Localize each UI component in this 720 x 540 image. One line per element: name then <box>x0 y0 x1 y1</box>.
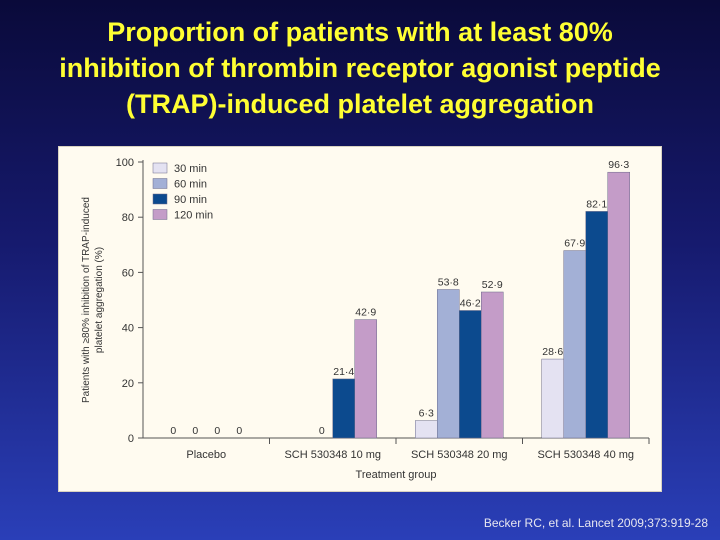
y-axis-label-line: platelet aggregation (%) <box>94 247 105 353</box>
chart-axes: 0 20 40 60 80 100 Patients with ≥80% inhibitio… <box>81 157 650 481</box>
bar <box>437 289 460 439</box>
citation: Becker RC, et al. Lancet 2009;373:919-28 <box>483 516 708 530</box>
bar <box>481 291 504 439</box>
x-tick-label: SCH 530348 20 mg <box>411 449 508 461</box>
x-axis-label: Treatment group <box>356 469 437 481</box>
data-label: 96·3 <box>608 159 629 171</box>
y-tick-label: 60 <box>122 267 134 279</box>
data-label: 6·3 <box>419 408 434 420</box>
legend-swatch <box>152 162 168 174</box>
bar <box>459 310 482 439</box>
title-line-1: Proportion of patients with at least 80% <box>107 17 613 47</box>
chart-bars: 0 0 0 0 0 21·4 42·9 6·3 53·846·252·9 28·6 67·9 82·1… <box>170 159 630 439</box>
chart-panel: 0 20 40 60 80 100 Patients with ≥80% inhibitio… <box>58 146 662 492</box>
bar-chart: 0 20 40 60 80 100 Patients with ≥80% inhibitio… <box>81 157 650 481</box>
bar <box>354 319 377 439</box>
legend-label: 60 min <box>174 179 207 191</box>
y-axis-label-line: Patients with ≥80% inhibition of TRAP-in… <box>81 197 92 403</box>
bar <box>563 250 586 439</box>
data-label: 0 <box>170 425 176 437</box>
y-tick-label: 100 <box>116 157 134 169</box>
data-label: 53·8 <box>438 277 459 289</box>
bar <box>607 171 630 439</box>
legend-label: 30 min <box>174 163 207 175</box>
slide-title: Proportion of patients with at least 80%… <box>0 14 720 122</box>
legend-swatch <box>152 209 168 220</box>
data-label: 0 <box>214 425 220 437</box>
chart-legend: 30 min 60 min 90 min 120 min <box>152 162 213 222</box>
data-label: 0 <box>319 425 325 437</box>
bar <box>415 420 438 439</box>
x-tick-label: SCH 530348 10 mg <box>284 449 381 461</box>
title-line-3: (TRAP)-induced platelet aggregation <box>125 89 595 119</box>
y-tick-label: 0 <box>128 433 134 445</box>
data-label: 67·9 <box>564 238 585 250</box>
legend-swatch <box>152 193 168 205</box>
bar <box>541 358 564 439</box>
title-line-2: inhibition of thrombin receptor agonist … <box>59 53 661 83</box>
legend-label: 120 min <box>174 210 213 222</box>
x-tick-label: Placebo <box>186 449 226 461</box>
x-tick-label: SCH 530348 40 mg <box>537 449 634 461</box>
legend-label: 90 min <box>174 194 207 206</box>
y-tick-label: 40 <box>122 323 134 335</box>
data-label: 0 <box>236 425 242 437</box>
data-label: 42·9 <box>355 307 376 319</box>
y-tick-label: 80 <box>122 212 134 224</box>
data-label: 46·2 <box>460 297 481 309</box>
data-label: 82·1 <box>586 198 607 210</box>
legend-swatch <box>152 178 168 189</box>
data-label: 0 <box>192 425 198 437</box>
bar <box>585 211 608 439</box>
data-label: 28·6 <box>542 346 563 358</box>
bar <box>332 378 355 439</box>
y-tick-label: 20 <box>122 378 134 390</box>
data-label: 52·9 <box>482 279 503 291</box>
data-label: 21·4 <box>333 366 354 378</box>
